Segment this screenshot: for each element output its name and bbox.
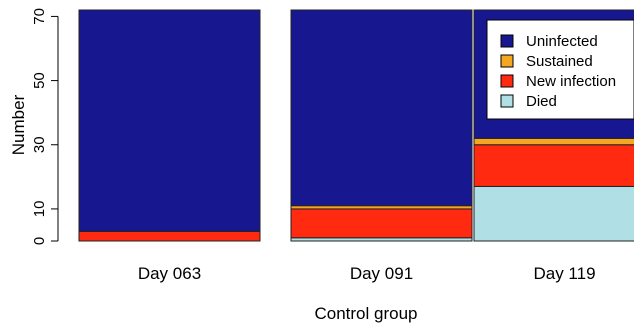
legend-label: Died (526, 93, 557, 110)
bar-segment-new-infection (290, 208, 473, 239)
y-tick-label: 30 (31, 136, 48, 153)
bar-stack (290, 9, 473, 242)
bar-stack (78, 9, 261, 242)
bar-segment-sustained (473, 137, 634, 146)
legend-swatch (500, 34, 514, 48)
x-category-label: Day 091 (350, 264, 413, 283)
y-axis-title: Number (9, 94, 28, 155)
x-category-label: Day 119 (533, 264, 595, 283)
y-tick-label: 10 (31, 201, 48, 218)
bar-segment-uninfected (78, 9, 261, 232)
legend-swatch (500, 94, 514, 108)
legend-swatch (500, 74, 514, 88)
y-tick-label: 70 (31, 8, 48, 25)
y-axis: 0 10 30 50 70 (31, 8, 59, 245)
legend-swatch (500, 54, 514, 68)
bars (78, 9, 634, 242)
legend: Uninfected Sustained New infection Died (486, 19, 634, 120)
x-category-label: Day 063 (138, 264, 201, 283)
bar-segment-died (473, 185, 634, 242)
x-axis-title: Control group (314, 304, 417, 323)
bar-segment-uninfected (290, 9, 473, 207)
y-tick-label: 50 (31, 72, 48, 89)
legend-label: Uninfected (526, 33, 598, 50)
bar-segment-new-infection (473, 144, 634, 187)
y-tick-label: 0 (31, 237, 48, 245)
x-axis-labels: Day 063 Day 091 Day 119 (138, 264, 596, 283)
legend-label: New infection (526, 73, 616, 90)
bar-segment-new-infection (78, 230, 261, 242)
legend-label: Sustained (526, 53, 593, 70)
